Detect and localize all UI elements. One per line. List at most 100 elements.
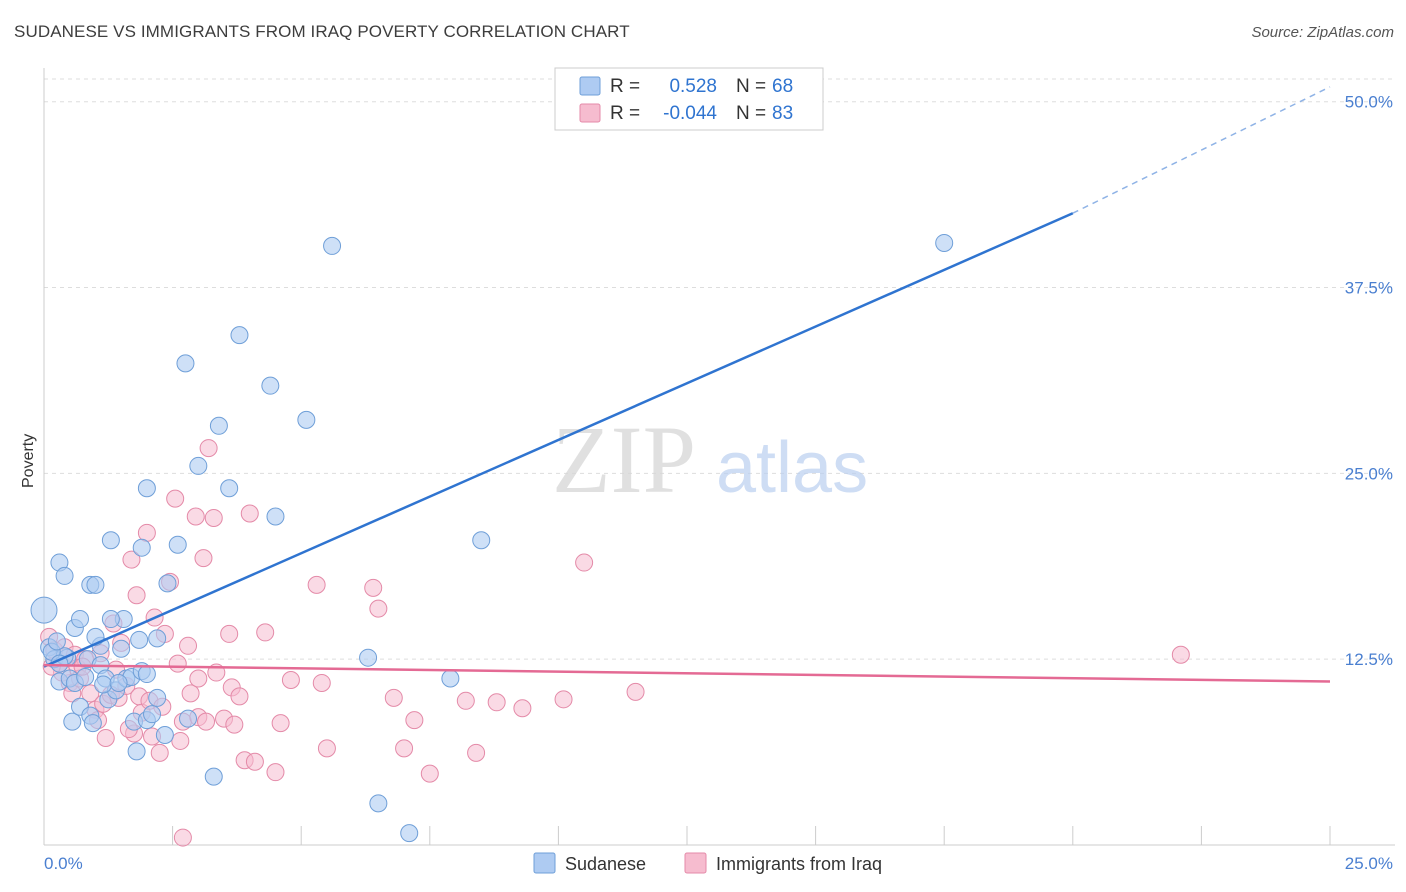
chart-title: SUDANESE VS IMMIGRANTS FROM IRAQ POVERTY…: [14, 22, 630, 41]
iraq-point: [1171, 645, 1190, 664]
iraq-point: [127, 586, 146, 605]
sudanese-point: [179, 709, 198, 728]
iraq-point: [186, 507, 205, 526]
iraq-point: [179, 636, 198, 655]
legend-n-value-2: 83: [772, 103, 793, 124]
sudanese-point: [76, 668, 95, 687]
y-tick-label: 50.0%: [1345, 93, 1393, 112]
iraq-point: [307, 575, 326, 594]
iraq-point: [171, 731, 190, 750]
sudanese-point: [83, 714, 102, 733]
y-axis-label: Poverty: [20, 434, 37, 488]
sudanese-point: [261, 376, 280, 395]
sudanese-point: [266, 507, 285, 526]
bottom-legend-swatch-iraq: [684, 852, 707, 874]
iraq-point: [173, 828, 192, 847]
sudanese-point: [101, 531, 120, 550]
sudanese-point: [109, 673, 128, 692]
sudanese-point: [204, 767, 223, 786]
iraq-point: [194, 549, 213, 568]
legend-r-value-2: -0.044: [663, 103, 717, 124]
sudanese-point: [127, 742, 146, 761]
iraq-point: [420, 764, 439, 783]
sudanese-point: [220, 479, 239, 498]
sudanese-point: [148, 688, 167, 707]
sudanese-point: [158, 574, 177, 593]
sudanese-point: [168, 535, 187, 554]
sudanese-point: [935, 233, 954, 252]
sudanese-point: [137, 665, 156, 684]
trend-layer: [43, 86, 1331, 683]
iraq-point: [384, 688, 403, 707]
sudanese-point: [155, 725, 174, 744]
iraq-point: [199, 439, 218, 458]
watermark-atlas: atlas: [716, 428, 868, 508]
legend-n-label-2: N =: [736, 103, 766, 124]
iraq-point: [245, 752, 264, 771]
sudanese-point: [132, 538, 151, 557]
sudanese-point: [441, 669, 460, 688]
iraq-point: [240, 504, 259, 523]
sudanese-point: [359, 648, 378, 667]
sudanese-point: [148, 629, 167, 648]
iraq-point: [166, 489, 185, 508]
sudanese-point: [143, 705, 162, 724]
sudanese-point: [472, 531, 491, 550]
iraq-point: [197, 712, 216, 731]
sudanese-point: [55, 566, 74, 585]
iraq-point: [487, 693, 506, 712]
iraq-point: [405, 711, 424, 730]
y-tick-label: 25.0%: [1345, 464, 1393, 483]
iraq-point: [281, 670, 300, 689]
legend-r-label-2: R =: [610, 103, 640, 124]
sudanese-trendline-extension: [1072, 86, 1331, 214]
y-tick-label: 37.5%: [1345, 279, 1393, 298]
sudanese-point: [176, 354, 195, 373]
top-legend: R = 0.528 N = 68 R = -0.044 N = 83: [554, 67, 824, 131]
chart-source: Source: ZipAtlas.com: [1251, 24, 1394, 41]
sudanese-point: [209, 416, 228, 435]
bottom-legend-label-iraq: Immigrants from Iraq: [716, 854, 882, 874]
iraq-point: [271, 714, 290, 733]
legend-r-label-1: R =: [610, 76, 640, 97]
watermark-zip: ZIP: [552, 406, 696, 513]
iraq-point: [317, 739, 336, 758]
sudanese-point: [230, 326, 249, 345]
axis-layer: 12.5% 25.0% 37.5% 50.0% 0.0% 25.0%: [43, 68, 1395, 873]
sudanese-point: [30, 596, 58, 624]
iraq-point: [230, 687, 249, 706]
bottom-legend-swatch-sudanese: [533, 852, 556, 874]
iraq-point: [395, 739, 414, 758]
iraq-point: [467, 743, 486, 762]
sudanese-point: [137, 479, 156, 498]
bottom-legend: Sudanese Immigrants from Iraq: [533, 852, 882, 874]
sudanese-trendline: [43, 212, 1074, 668]
iraq-point: [96, 728, 115, 747]
iraq-point: [364, 578, 383, 597]
sudanese-point: [130, 630, 149, 649]
iraq-point: [626, 682, 645, 701]
sudanese-point: [63, 712, 82, 731]
sudanese-points: [30, 233, 954, 843]
iraq-point: [220, 624, 239, 643]
sudanese-point: [47, 632, 66, 651]
iraq-point: [189, 669, 208, 688]
x-tick-label: 0.0%: [44, 854, 83, 873]
sudanese-point: [71, 610, 90, 629]
iraq-point: [369, 599, 388, 618]
legend-swatch-sudanese: [579, 76, 601, 96]
iraq-point: [266, 763, 285, 782]
x-tick-label: 25.0%: [1345, 854, 1393, 873]
sudanese-point: [189, 456, 208, 475]
iraq-point: [122, 550, 141, 569]
bottom-legend-label-sudanese: Sudanese: [565, 854, 646, 874]
sudanese-point: [112, 639, 131, 658]
iraq-point: [513, 699, 532, 718]
sudanese-point: [400, 824, 419, 843]
iraq-point: [81, 684, 100, 703]
watermark: ZIP atlas: [552, 406, 868, 513]
sudanese-point: [94, 675, 113, 694]
legend-n-value-1: 68: [772, 76, 793, 97]
iraq-point: [204, 508, 223, 527]
